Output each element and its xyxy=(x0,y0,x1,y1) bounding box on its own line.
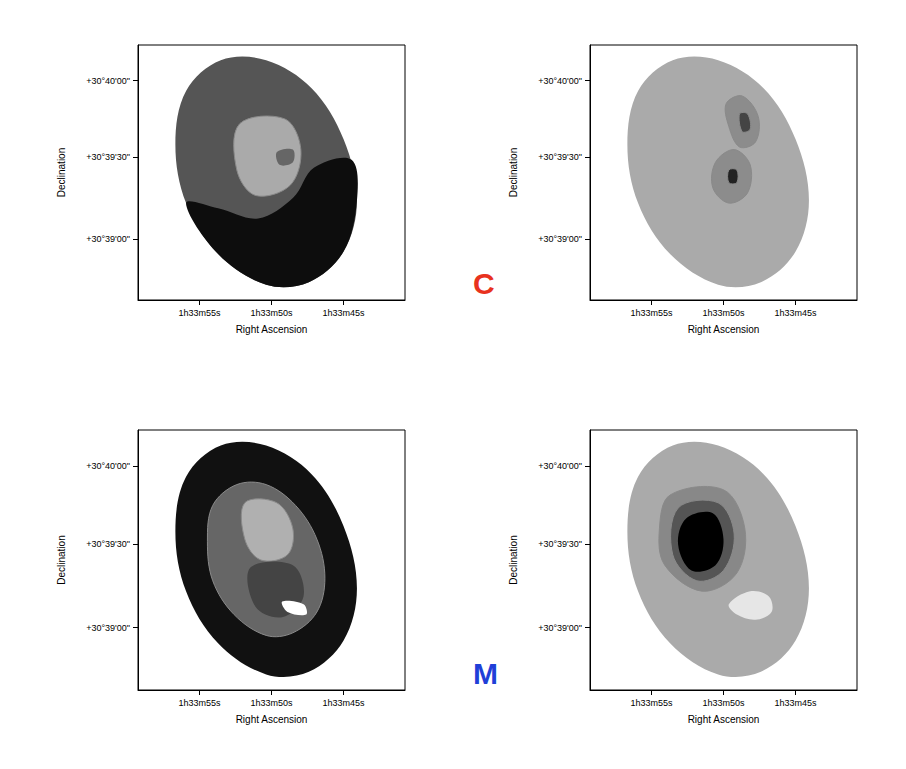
svg-text:Declination: Declination xyxy=(56,148,67,197)
svg-text:Right Ascension: Right Ascension xyxy=(688,324,760,335)
svg-text:Right Ascension: Right Ascension xyxy=(236,324,308,335)
svg-text:+30°40'00": +30°40'00" xyxy=(538,76,582,86)
svg-text:+30°39'30": +30°39'30" xyxy=(86,539,130,549)
svg-text:1h33m45s: 1h33m45s xyxy=(775,308,818,318)
svg-text:Declination: Declination xyxy=(56,535,67,584)
svg-text:Declination: Declination xyxy=(508,535,519,584)
svg-text:+30°39'30": +30°39'30" xyxy=(86,152,130,162)
svg-text:1h33m55s: 1h33m55s xyxy=(178,308,221,318)
svg-text:1h33m55s: 1h33m55s xyxy=(178,698,221,708)
svg-text:+30°39'30": +30°39'30" xyxy=(538,539,582,549)
svg-text:1h33m50s: 1h33m50s xyxy=(250,308,293,318)
svg-text:1h33m50s: 1h33m50s xyxy=(250,698,293,708)
svg-text:+30°40'00": +30°40'00" xyxy=(86,461,130,471)
svg-text:Declination: Declination xyxy=(508,148,519,197)
svg-text:1h33m45s: 1h33m45s xyxy=(775,698,818,708)
svg-text:+30°39'00": +30°39'00" xyxy=(538,623,582,633)
svg-text:1h33m50s: 1h33m50s xyxy=(702,698,745,708)
svg-text:Right Ascension: Right Ascension xyxy=(688,714,760,725)
svg-text:1h33m55s: 1h33m55s xyxy=(630,698,673,708)
svg-text:+30°39'00": +30°39'00" xyxy=(86,234,130,244)
svg-text:1h33m50s: 1h33m50s xyxy=(702,308,745,318)
svg-text:+30°39'30": +30°39'30" xyxy=(538,152,582,162)
svg-text:+30°40'00": +30°40'00" xyxy=(538,461,582,471)
svg-text:1h33m55s: 1h33m55s xyxy=(630,308,673,318)
svg-text:+30°39'00": +30°39'00" xyxy=(538,234,582,244)
svg-text:C: C xyxy=(473,267,495,300)
svg-text:+30°39'00": +30°39'00" xyxy=(86,623,130,633)
svg-text:Right Ascension: Right Ascension xyxy=(236,714,308,725)
svg-text:1h33m45s: 1h33m45s xyxy=(323,308,366,318)
svg-text:+30°40'00": +30°40'00" xyxy=(86,76,130,86)
svg-text:1h33m45s: 1h33m45s xyxy=(323,698,366,708)
svg-text:M: M xyxy=(473,657,498,690)
